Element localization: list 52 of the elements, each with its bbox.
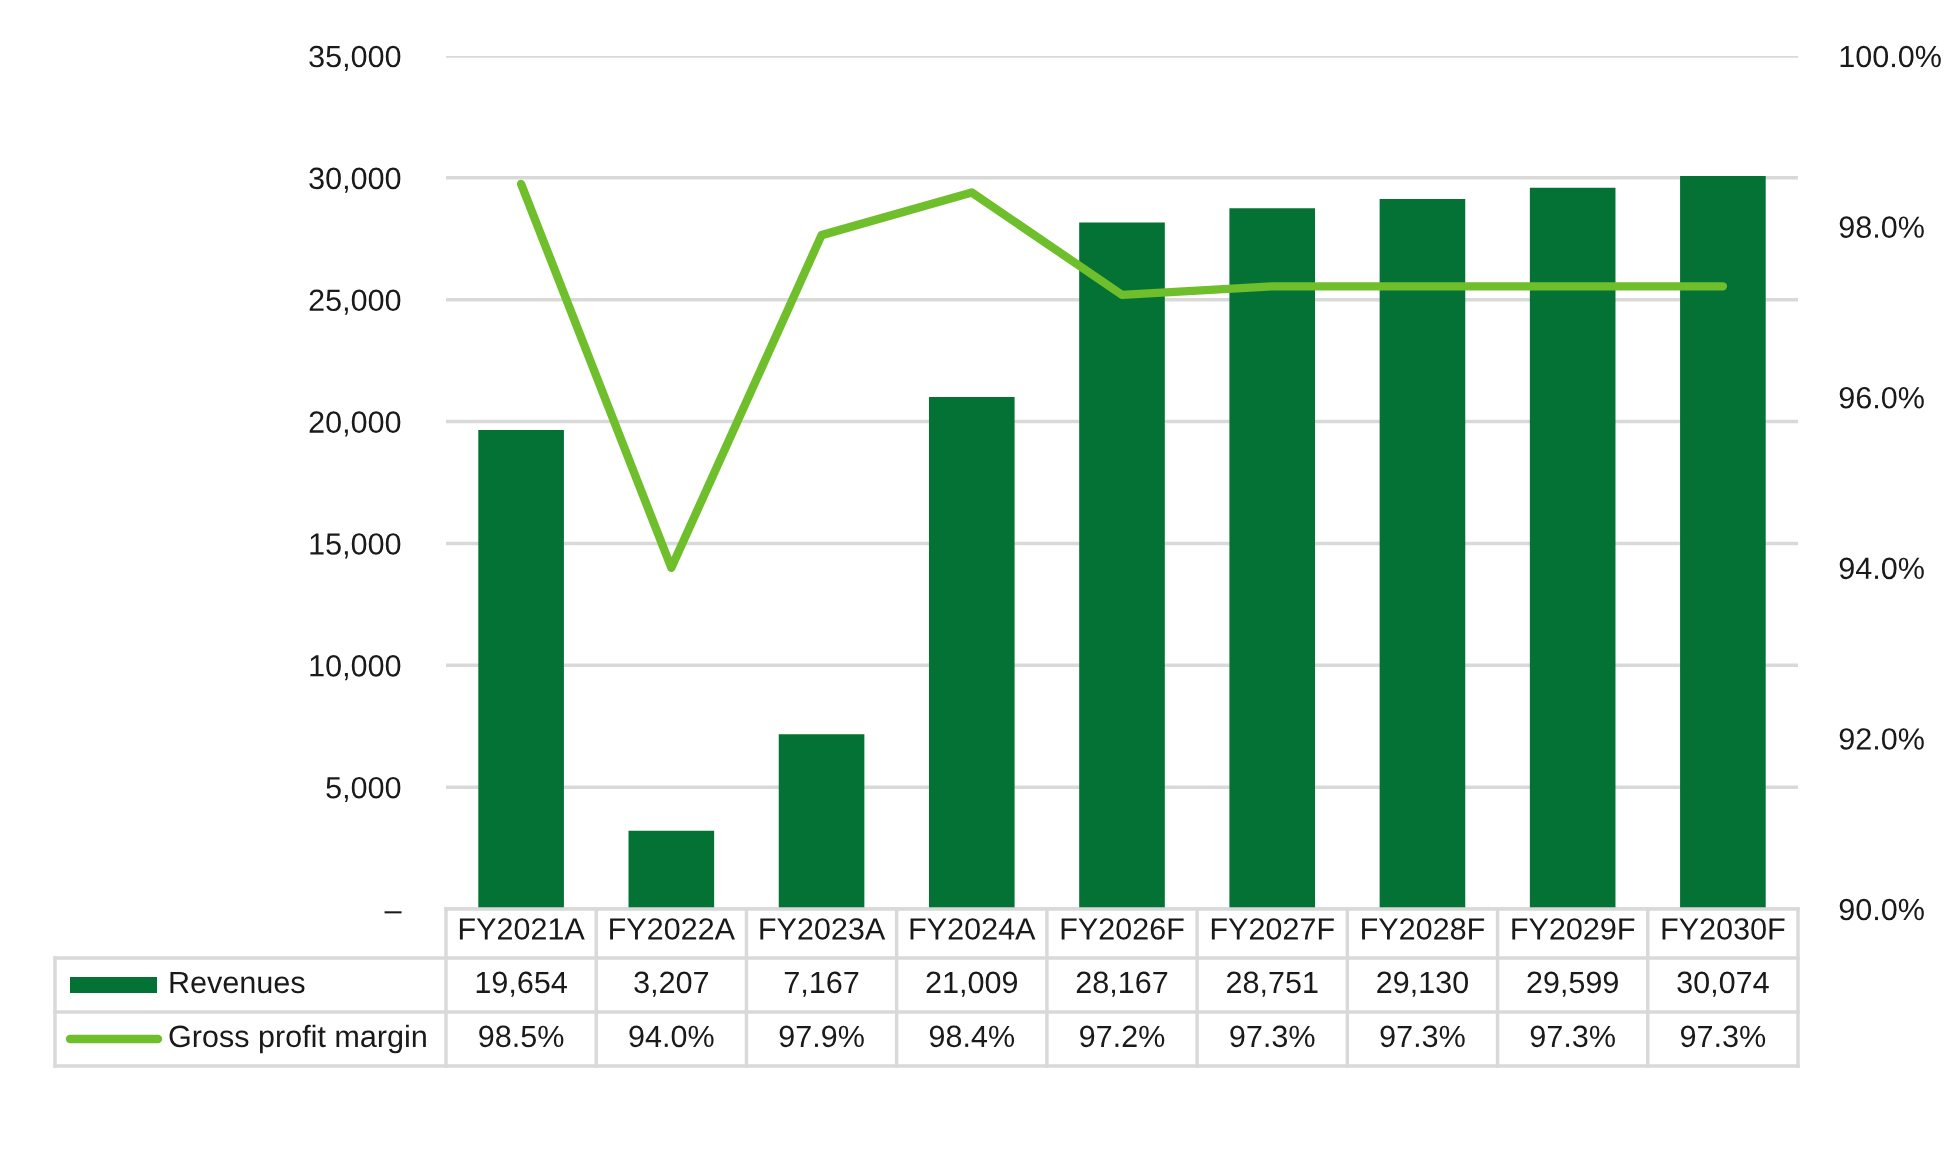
x-tick-label: FY2027F: [1211, 918, 1334, 940]
data-label: 28,167: [1076, 971, 1168, 997]
x-tick-label: FY2022A: [610, 918, 735, 940]
data-label: 97.3%: [1230, 1025, 1315, 1048]
x-tick-label: FY2023A: [760, 918, 886, 940]
y-tick-label: 35,000: [309, 45, 401, 71]
bar: [478, 430, 564, 909]
y2-tick-label: 94.0%: [1839, 557, 1924, 580]
y2-tick-label: 90.0%: [1839, 898, 1924, 921]
y-tick-label: 25,000: [309, 289, 401, 315]
y-tick-label: 30,000: [309, 167, 401, 193]
bar: [1379, 199, 1466, 909]
y2-tick-label: 100.0%: [1840, 45, 1941, 68]
x-tick-label: FY2028F: [1362, 918, 1485, 940]
data-label: 3,207: [634, 971, 709, 997]
data-label: 29,599: [1527, 971, 1618, 997]
x-tick-label: FY2024A: [910, 918, 1036, 940]
data-label: 94.0%: [629, 1025, 714, 1048]
data-label: 29,130: [1377, 971, 1468, 997]
data-label: 97.2%: [1080, 1025, 1165, 1048]
data-label: 21,009: [926, 971, 1018, 997]
bar: [1079, 222, 1165, 909]
data-label: 19,654: [476, 971, 567, 997]
data-label: 30,074: [1677, 971, 1769, 997]
x-tick-label: FY2030F: [1662, 918, 1785, 940]
data-label: 7,167: [784, 971, 859, 997]
bar: [1229, 208, 1316, 909]
y-tick-label: –: [384, 911, 402, 914]
bar: [778, 734, 865, 909]
y2-tick-label: 96.0%: [1839, 386, 1924, 409]
y-tick-label: 10,000: [310, 655, 401, 681]
y-tick-label: 20,000: [309, 411, 401, 437]
data-label: 98.4%: [929, 1025, 1015, 1048]
x-tick-label: FY2021A: [459, 918, 585, 940]
data-label: 97.3%: [1530, 1025, 1615, 1048]
data-label: 28,751: [1227, 971, 1318, 997]
data-label: 98.5%: [479, 1025, 564, 1048]
y-tick-label: 5,000: [326, 776, 401, 803]
data-label: 97.9%: [779, 1025, 864, 1048]
y2-tick-label: 92.0%: [1839, 728, 1924, 750]
x-tick-label: FY2026F: [1061, 918, 1184, 940]
legend-label: Revenues: [170, 971, 305, 994]
y2-tick-label: 98.0%: [1839, 216, 1924, 238]
bar: [628, 830, 715, 909]
bar: [1529, 187, 1616, 909]
data-label: 97.3%: [1681, 1025, 1766, 1048]
bar: [928, 396, 1015, 909]
bar: [1680, 176, 1766, 909]
legend-label: Gross profit margin: [169, 1024, 426, 1054]
x-tick-label: FY2029F: [1512, 918, 1635, 940]
y-tick-label: 15,000: [310, 533, 401, 559]
data-label: 97.3%: [1380, 1025, 1465, 1048]
